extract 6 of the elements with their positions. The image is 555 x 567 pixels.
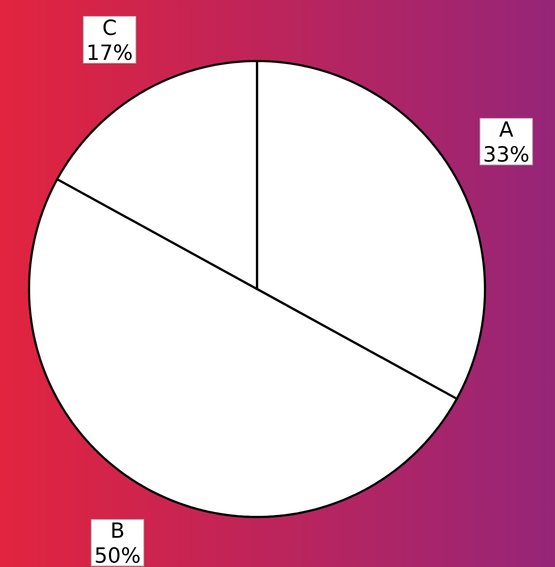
slice-label: C <box>103 19 116 36</box>
data-label: 33% <box>484 146 528 162</box>
data-label: 17% <box>88 44 132 60</box>
data-label: 50% <box>96 547 140 563</box>
slice-label: A <box>499 121 514 137</box>
slice-label: B <box>112 522 124 538</box>
